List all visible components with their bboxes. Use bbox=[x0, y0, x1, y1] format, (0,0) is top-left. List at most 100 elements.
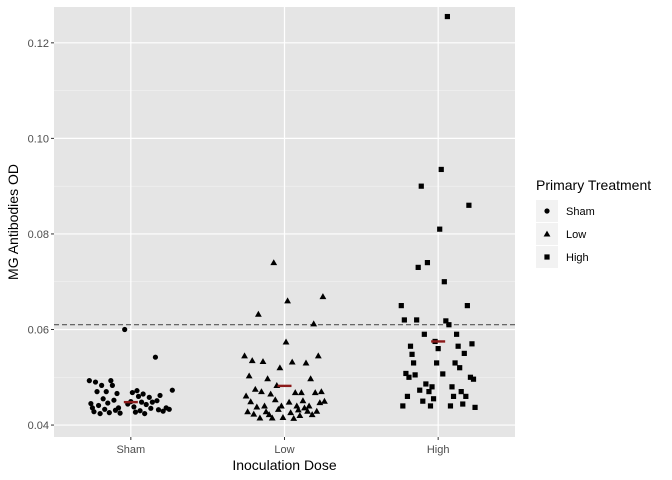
data-point-high bbox=[450, 393, 457, 399]
data-point-high bbox=[461, 350, 467, 356]
data-point-low bbox=[253, 403, 261, 410]
data-point-low bbox=[259, 358, 267, 365]
data-point-high bbox=[441, 279, 447, 285]
data-point-low bbox=[317, 388, 325, 395]
data-point-low bbox=[245, 372, 253, 379]
data-point-low bbox=[264, 375, 271, 382]
x-axis-title: Inoculation Dose bbox=[232, 457, 337, 473]
data-point-sham bbox=[88, 400, 94, 407]
data-point-high bbox=[449, 384, 455, 390]
data-point-high bbox=[455, 343, 461, 349]
data-point-high bbox=[406, 374, 412, 380]
data-point-sham bbox=[108, 378, 114, 384]
data-point-high bbox=[467, 374, 474, 380]
data-point-high bbox=[454, 331, 460, 337]
data-point-low bbox=[291, 389, 299, 396]
data-point-low bbox=[311, 389, 319, 396]
grid-major bbox=[54, 7, 515, 437]
data-point-low bbox=[287, 409, 295, 416]
data-point-low bbox=[302, 359, 310, 366]
data-point-sham bbox=[114, 390, 120, 397]
data-point-sham bbox=[149, 399, 155, 405]
data-point-low bbox=[258, 388, 265, 395]
data-point-sham bbox=[105, 400, 111, 406]
data-point-sham bbox=[169, 387, 175, 393]
data-point-high bbox=[463, 393, 469, 399]
data-point-low bbox=[285, 398, 293, 405]
data-point-high bbox=[435, 346, 441, 352]
data-point-sham bbox=[138, 399, 145, 405]
data-point-sham bbox=[115, 405, 122, 411]
x-tick-label: Low bbox=[274, 444, 294, 456]
data-point-sham bbox=[97, 410, 103, 417]
legend-label-low: Low bbox=[566, 229, 586, 241]
data-point-low bbox=[319, 293, 327, 300]
legend-label-sham: Sham bbox=[566, 206, 595, 218]
data-point-high bbox=[430, 396, 437, 402]
data-point-sham bbox=[154, 398, 160, 404]
data-points bbox=[86, 13, 478, 421]
data-point-high bbox=[421, 331, 427, 337]
x-tick-label: High bbox=[427, 444, 450, 456]
data-point-high bbox=[424, 260, 431, 266]
data-point-sham bbox=[94, 389, 100, 395]
data-point-high bbox=[466, 202, 472, 208]
data-point-high bbox=[444, 13, 450, 20]
data-point-low bbox=[248, 357, 256, 364]
data-point-high bbox=[457, 365, 463, 371]
data-point-low bbox=[298, 389, 305, 396]
data-point-low bbox=[265, 411, 273, 418]
data-point-low bbox=[310, 320, 318, 327]
data-point-high bbox=[417, 387, 423, 393]
data-point-low bbox=[261, 402, 268, 409]
legend-title: Primary Treatment bbox=[536, 177, 651, 193]
data-point-sham bbox=[143, 401, 149, 408]
data-point-sham bbox=[160, 408, 166, 414]
data-point-sham bbox=[102, 406, 108, 412]
y-tick-label: 0.12 bbox=[28, 38, 49, 50]
data-point-high bbox=[472, 404, 478, 410]
data-point-high bbox=[438, 166, 444, 173]
data-point-low bbox=[278, 402, 285, 409]
data-point-low bbox=[294, 406, 302, 413]
data-point-sham bbox=[134, 388, 140, 394]
data-point-low bbox=[254, 310, 262, 317]
data-point-low bbox=[276, 364, 284, 371]
data-point-low bbox=[274, 405, 282, 412]
x-axis-ticks: Sham Low High bbox=[116, 437, 449, 456]
data-point-low bbox=[271, 396, 279, 403]
data-point-sham bbox=[103, 389, 109, 395]
y-axis-title: MG Antibodies OD bbox=[5, 164, 21, 280]
y-tick-label: 0.06 bbox=[28, 325, 49, 337]
data-point-low bbox=[250, 410, 258, 417]
data-point-high bbox=[418, 183, 424, 189]
data-point-sham bbox=[152, 354, 159, 360]
data-point-sham bbox=[92, 379, 99, 385]
data-point-low bbox=[284, 297, 291, 304]
data-point-sham bbox=[106, 410, 112, 416]
data-point-high bbox=[427, 403, 434, 409]
data-point-sham bbox=[111, 397, 117, 403]
data-point-high bbox=[420, 398, 426, 404]
data-point-low bbox=[279, 414, 287, 420]
data-point-low bbox=[321, 397, 328, 404]
data-point-sham bbox=[142, 410, 148, 417]
data-point-low bbox=[305, 402, 313, 409]
data-point-high bbox=[458, 389, 464, 395]
legend-key-high bbox=[544, 254, 550, 260]
data-point-low bbox=[268, 414, 276, 421]
data-point-high bbox=[426, 389, 432, 395]
data-point-high bbox=[403, 370, 409, 377]
data-point-sham bbox=[155, 407, 162, 413]
data-point-high bbox=[415, 264, 421, 270]
data-point-low bbox=[296, 412, 304, 419]
data-point-sham bbox=[135, 393, 142, 399]
data-point-low bbox=[270, 259, 278, 266]
data-point-high bbox=[401, 317, 407, 323]
data-point-low bbox=[307, 375, 315, 382]
y-tick-label: 0.10 bbox=[28, 133, 49, 145]
data-point-low bbox=[308, 411, 316, 418]
data-point-high bbox=[409, 351, 415, 357]
legend-key-low bbox=[543, 230, 551, 237]
